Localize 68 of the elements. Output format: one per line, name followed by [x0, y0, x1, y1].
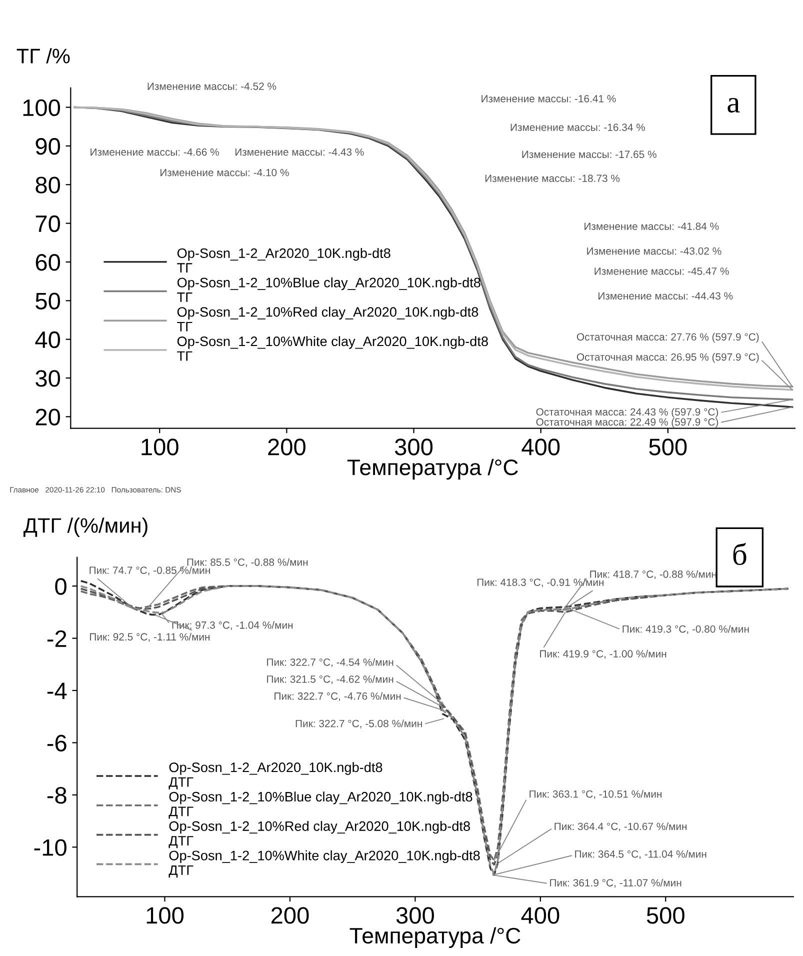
x-tick-label: 100: [142, 438, 178, 456]
annotation: Изменение массы: -17.65 %: [522, 150, 656, 158]
annotation: Изменение массы: -18.73 %: [485, 174, 620, 182]
y-tick-label: -6: [47, 734, 66, 752]
x-tick-label: 100: [146, 907, 184, 924]
annotation: Пик: 322.7 °C, -4.54 %/мин: [267, 658, 394, 668]
annotation: Изменение массы: -41.84 %: [584, 222, 719, 230]
legend-label: Op-Sosn_1-2_10%White clay_Ar2020_10K.ngb-dt8 ТГ: [177, 336, 488, 361]
y-tick-label: -4: [47, 682, 67, 700]
y-tick-label: 0: [55, 578, 66, 595]
annotation: Изменение массы: -16.41 %: [482, 94, 616, 102]
annotation: Пик: 92.5 °C, -1.11 %/мин: [90, 632, 210, 642]
x-axis-title: Температура /°C: [347, 458, 518, 480]
x-tick-label: 500: [646, 907, 684, 924]
legend-label: Op-Sosn_1-2_10%Red clay_Ar2020_10K.ngb-dt8 ДТГ: [168, 820, 470, 848]
y-tick-label: 60: [36, 254, 60, 271]
y-tick-label: 40: [35, 331, 60, 348]
x-tick-label: 200: [268, 438, 306, 456]
legend-label: Op-Sosn_1-2_Ar2020_10K.ngb-dt8 ТГ: [177, 248, 390, 273]
annotation: Остаточная масса: 27.76 % (597.9 °C): [576, 332, 759, 343]
y-tick-label: -8: [47, 786, 66, 804]
annotation: Изменение массы: -16.34 %: [510, 124, 645, 131]
annotation: Пик: 321.5 °C, -4.62 %/мин: [267, 675, 394, 684]
annotation: Пик: 85.5 °C, -0.88 %/мин: [187, 558, 308, 568]
legend-label: Op-Sosn_1-2_10%White clay_Ar2020_10K.ngb-dt8 ДТГ: [168, 850, 480, 878]
annotation: Изменение массы: -4.43 %: [235, 148, 364, 156]
annotation: Остаточная масса: 22.49 % (597.9 °C): [536, 418, 718, 428]
x-tick-label: 300: [396, 907, 434, 924]
annotation: Пик: 419.9 °C, -1.00 %/мин: [540, 650, 666, 659]
annotation: Пик: 74.7 °C, -0.85 %/мин: [90, 566, 210, 576]
annotation: Пик: 361.9 °C, -11.07 %/мин: [550, 878, 682, 888]
y-tick-label: 20: [36, 408, 60, 426]
legend-label: Op-Sosn_1-2_10%Blue clay_Ar2020_10K.ngb-dt8 ТГ: [177, 277, 480, 302]
legend-label: Op-Sosn_1-2_10%Red clay_Ar2020_10K.ngb-dt8 ТГ: [177, 306, 478, 332]
annotation: Изменение массы: -4.66 %: [90, 148, 219, 156]
y-tick-label: 30: [36, 370, 60, 387]
annotation: Изменение массы: -4.52 %: [148, 82, 276, 90]
annotation: Пик: 419.3 °C, -0.80 %/мин: [622, 625, 749, 634]
y-tick-label: 50: [36, 292, 60, 310]
y-tick-label: 100: [23, 99, 60, 116]
annotation: а: [728, 98, 740, 113]
x-tick-label: 400: [521, 907, 560, 924]
legend-label: Op-Sosn_1-2_10%Blue clay_Ar2020_10K.ngb-dt8 ДТГ: [168, 792, 472, 819]
annotation: Пик: 364.4 °C, -10.67 %/мин: [554, 822, 687, 832]
y-tick-label: 70: [36, 215, 60, 232]
annotation: Изменение массы: -45.47 %: [594, 268, 729, 275]
annotation: Изменение массы: -44.43 %: [598, 292, 733, 300]
y-axis-title: ДТГ /(%/мин): [24, 518, 148, 537]
annotation: Изменение массы: -4.10 %: [160, 168, 289, 176]
annotation: Остаточная масса: 24.43 % (597.9 °C): [536, 408, 718, 418]
annotation: Пик: 322.7 °C, -5.08 %/мин: [296, 720, 422, 728]
annotation: Изменение массы: -43.02 %: [587, 247, 722, 255]
x-tick-label: 300: [394, 438, 433, 456]
y-tick-label: 90: [36, 138, 60, 155]
annotation: Пик: 364.5 °C, -11.04 %/мин: [575, 850, 706, 859]
y-tick-label: 80: [36, 176, 60, 194]
annotation: Пик: 322.7 °C, -4.76 %/мин: [274, 692, 401, 702]
y-tick-label: -2: [47, 630, 66, 647]
x-axis-title: Температура /°C: [350, 927, 520, 948]
y-axis-title: ТГ /%: [16, 48, 70, 64]
legend-label: Op-Sosn_1-2_Ar2020_10K.ngb-dt8 ДТГ: [168, 762, 382, 790]
x-tick-label: 400: [522, 438, 560, 456]
annotation: Пик: 363.1 °C, -10.51 %/мин: [530, 790, 662, 799]
annotation: б: [733, 542, 746, 565]
x-tick-label: 500: [649, 438, 687, 456]
annotation: Остаточная масса: 26.95 % (597.9 °C): [576, 353, 759, 363]
y-tick-label: -10: [34, 839, 66, 856]
x-tick-label: 200: [271, 907, 309, 924]
